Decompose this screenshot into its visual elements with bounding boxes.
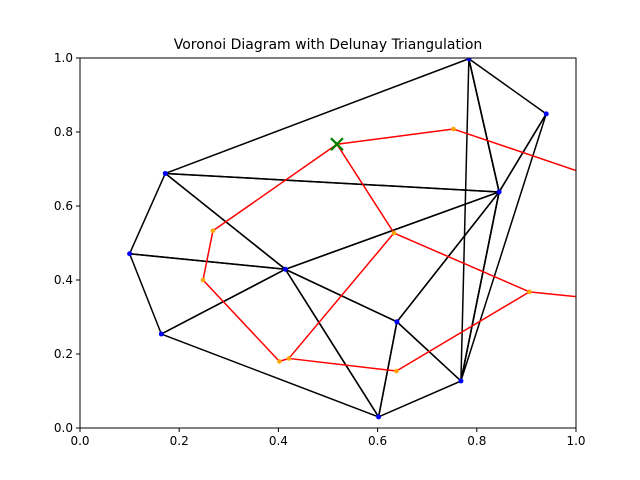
x-tick-label-3: 0.6 (368, 434, 387, 448)
y-tick-label-3: 0.6 (54, 199, 73, 213)
voronoi-edge-8 (288, 357, 398, 372)
x-axis: 0.0 0.2 0.4 0.6 0.8 1.0 (70, 428, 586, 448)
y-tick-label-1: 0.2 (54, 347, 73, 361)
y-tick-label-5: 1.0 (54, 51, 73, 65)
x-tick-label-1: 0.2 (170, 434, 189, 448)
y-tick-label-4: 0.8 (54, 125, 73, 139)
voronoi-vertex-7 (394, 368, 399, 374)
x-tick-label-4: 0.8 (467, 434, 486, 448)
voronoi-edge-9 (395, 291, 531, 372)
data-point-0 (466, 58, 472, 62)
plot-area (127, 58, 576, 420)
voronoi-vertex-8 (527, 289, 532, 295)
voronoi-edge-1 (212, 143, 338, 232)
data-point-8 (458, 378, 464, 384)
marker-layer (330, 137, 344, 151)
y-axis: 0.0 0.2 0.4 0.6 0.8 1.0 (54, 51, 80, 435)
voronoi-ray-0 (452, 128, 576, 172)
y-tick-label-2: 0.4 (54, 273, 73, 287)
data-point-7 (394, 319, 400, 325)
data-point-3 (162, 170, 168, 176)
voronoi-edge-2 (336, 143, 395, 234)
voronoi-vertex-1 (451, 126, 456, 132)
chart-title: Voronoi Diagram with Delunay Triangulati… (174, 37, 483, 53)
voronoi-vertex-6 (286, 356, 292, 361)
voronoi-edge-4 (393, 232, 531, 293)
data-point-4 (127, 251, 133, 257)
highlight-marker (330, 137, 344, 151)
voronoi-vertex-2 (391, 230, 397, 236)
voronoi-layer (200, 126, 576, 374)
voronoi-edge-6 (202, 279, 281, 363)
voronoi-vertex-4 (200, 277, 206, 283)
data-point-5 (282, 266, 288, 272)
data-point-9 (376, 414, 382, 420)
x-tick-label-5: 1.0 (566, 434, 585, 448)
x-tick-label-0: 0.0 (70, 434, 89, 448)
axes-frame (79, 57, 577, 429)
voronoi-vertex-3 (210, 228, 216, 234)
data-point-2 (496, 189, 502, 195)
voronoi-ray-1 (528, 291, 576, 298)
voronoi-vertex-5 (277, 359, 282, 364)
voronoi-edge-3 (288, 232, 395, 360)
voronoi-edge-5 (202, 230, 214, 281)
points-layer (127, 58, 549, 420)
voronoi-edge-0 (336, 128, 455, 145)
x-tick-label-2: 0.4 (269, 434, 288, 448)
y-tick-label-0: 0.0 (54, 421, 73, 435)
data-point-6 (158, 331, 164, 337)
data-point-1 (543, 111, 549, 117)
